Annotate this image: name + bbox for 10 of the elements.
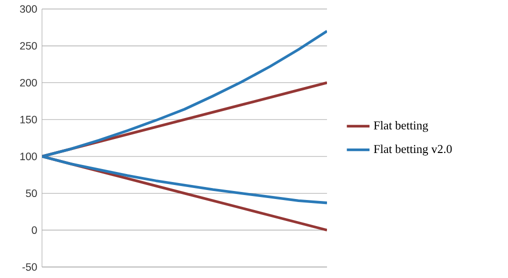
y-tick-label: 150 — [20, 116, 37, 124]
legend-label: Flat betting — [374, 121, 428, 132]
legend-label: Flat betting v2.0 — [374, 144, 452, 156]
y-tick-label: 0 — [32, 226, 37, 234]
y-tick-label: 100 — [20, 152, 37, 160]
y-tick-label: 200 — [20, 78, 37, 86]
y-tick-label: -50 — [22, 263, 37, 271]
y-tick-label: 300 — [20, 5, 37, 13]
y-tick-label: 250 — [20, 42, 37, 50]
y-tick-label: 50 — [26, 190, 37, 198]
